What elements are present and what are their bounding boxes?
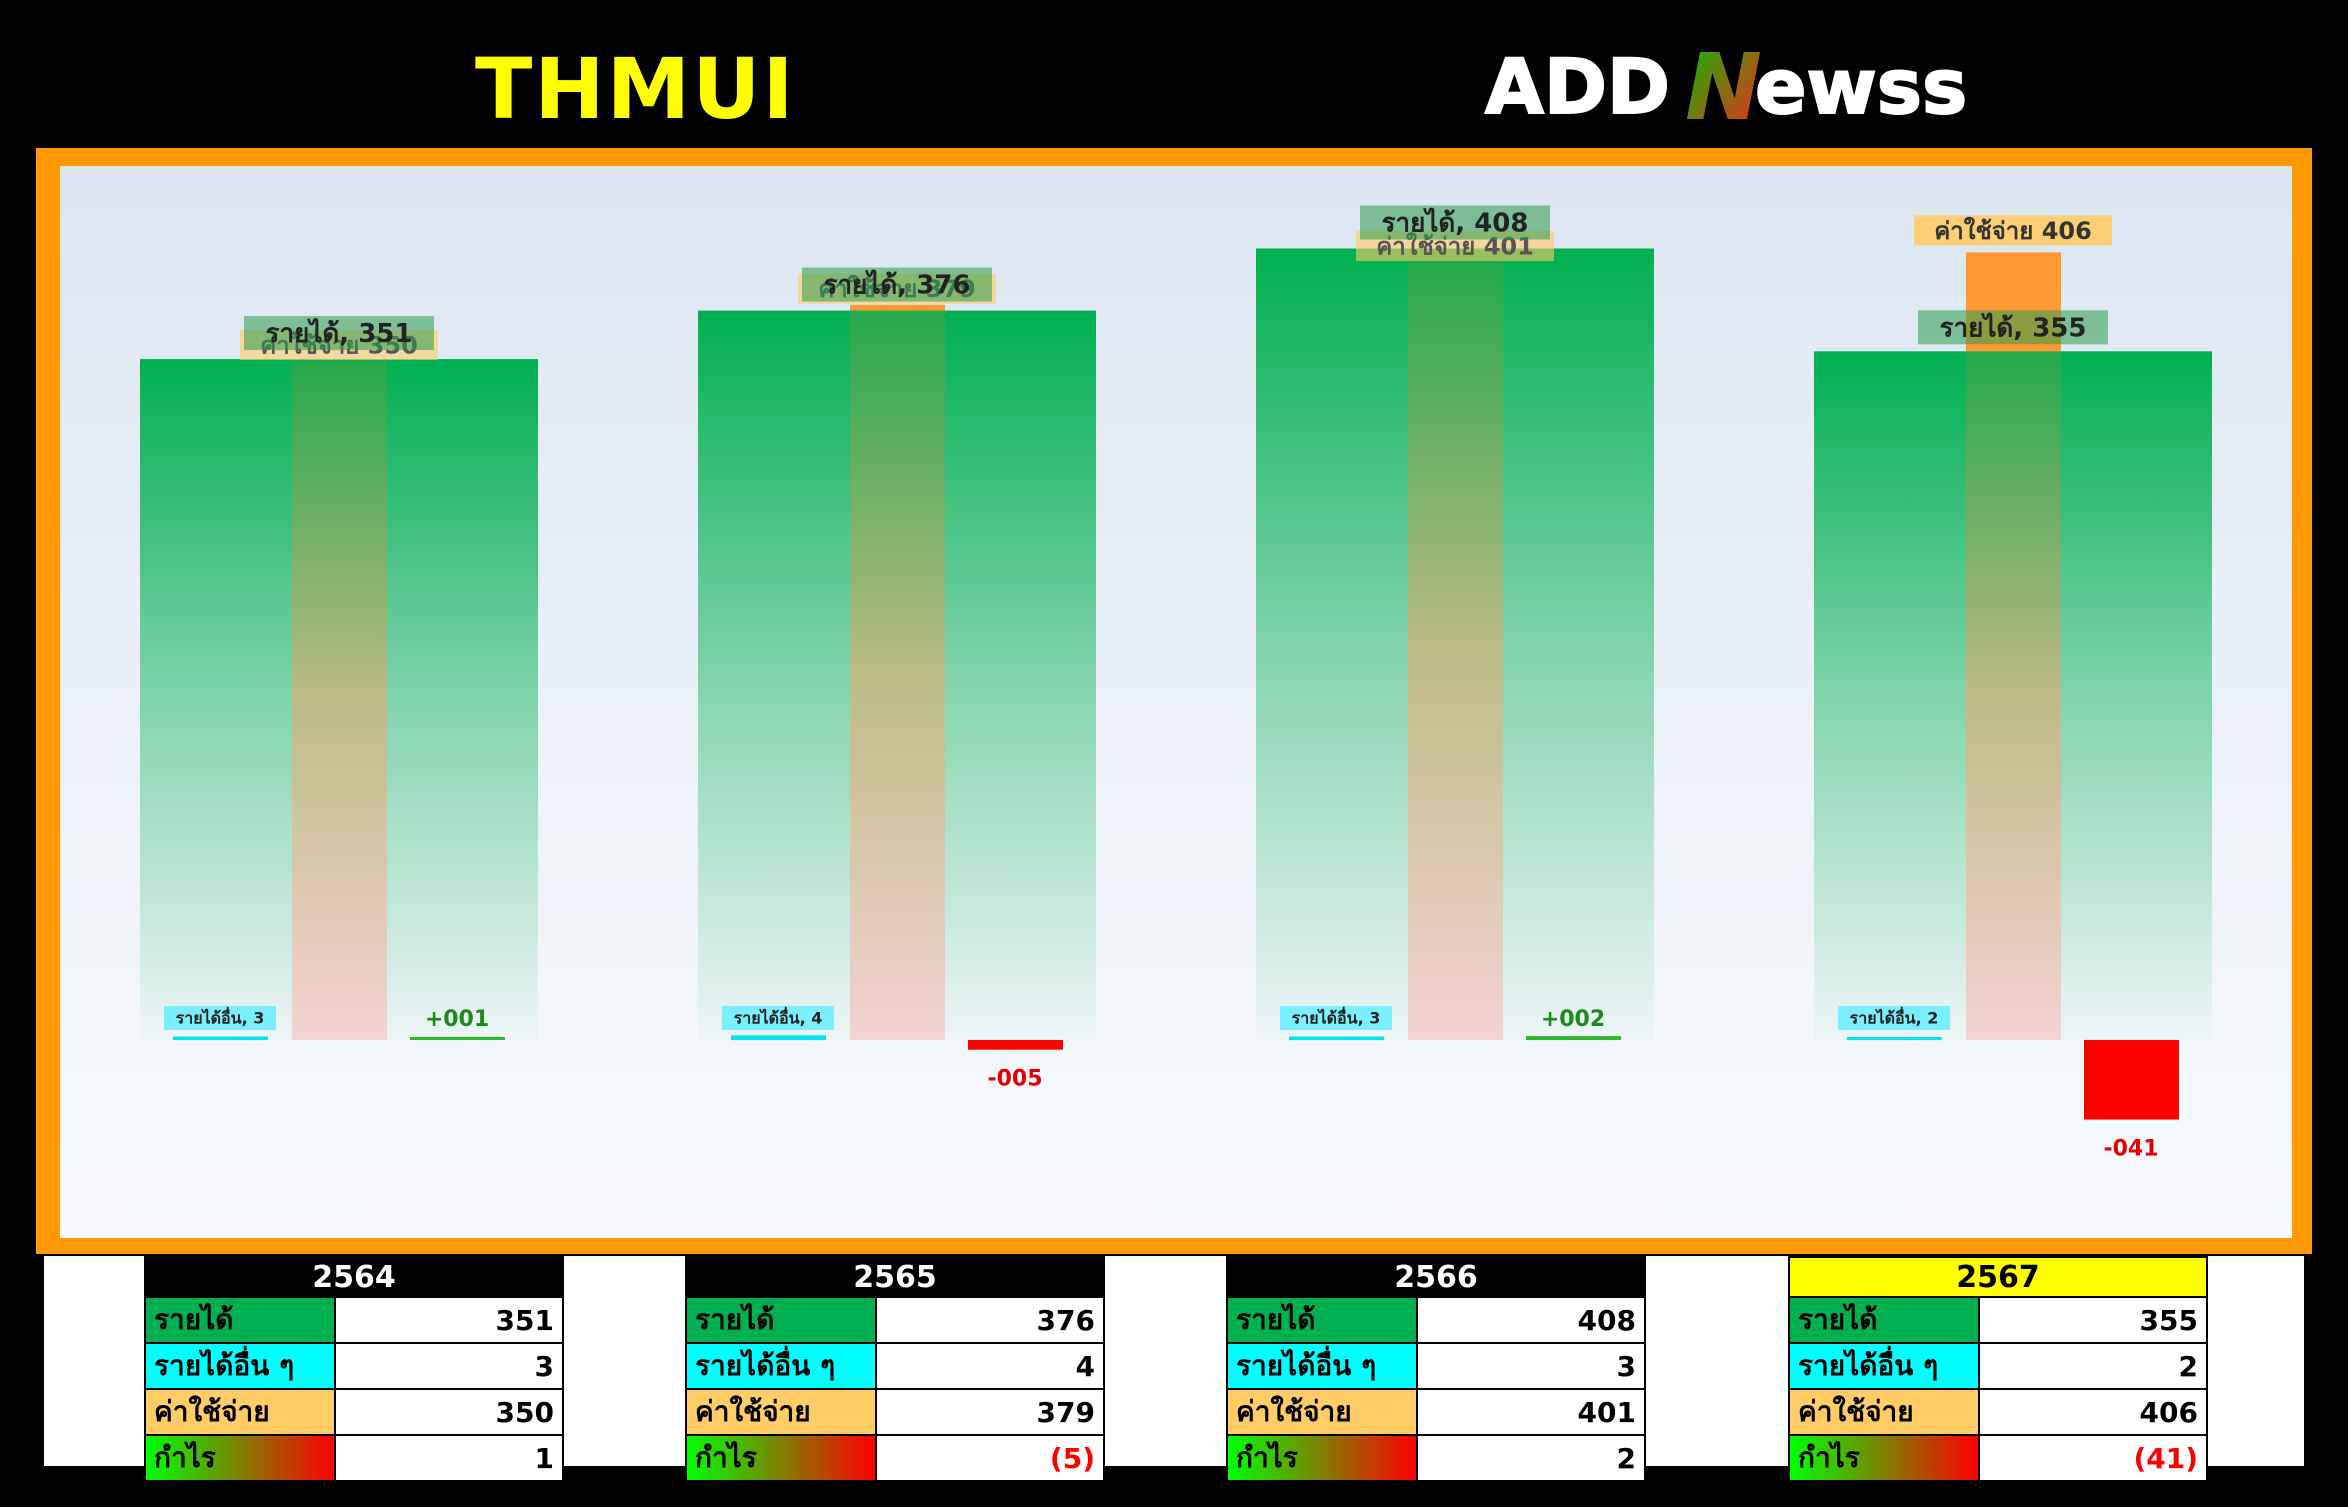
row-value: 376 — [875, 1296, 1105, 1344]
profit-bar — [2084, 1040, 2179, 1120]
table-year-header: 2567 — [1788, 1256, 2208, 1298]
table-year-header: 2564 — [144, 1256, 564, 1298]
row-label: ค่าใช้จ่าย — [1226, 1388, 1418, 1436]
row-value: 3 — [1416, 1342, 1646, 1390]
profit-label: -041 — [2103, 1137, 2158, 1162]
table-row: รายได้ 351 — [144, 1296, 564, 1344]
row-label: ค่าใช้จ่าย — [1788, 1388, 1980, 1436]
expense-bar — [292, 361, 387, 1040]
row-value: (41) — [1978, 1434, 2208, 1482]
logo-text-n: N — [1685, 35, 1762, 135]
summary-table-2566: 2566 รายได้ 408 รายได้อื่น ๆ 3 ค่าใช้จ่าย 401 ก… — [1226, 1256, 1646, 1482]
summary-table-2565: 2565 รายได้ 376 รายได้อื่น ๆ 4 ค่าใช้จ่าย 379 ก… — [685, 1256, 1105, 1482]
revenue-label-bg — [1360, 205, 1550, 240]
profit-label: -005 — [987, 1067, 1042, 1092]
row-label: กำไร — [1226, 1434, 1418, 1482]
row-label: กำไร — [144, 1434, 336, 1482]
other-income-label-bg — [722, 1006, 834, 1030]
logo-text-right: ewss — [1755, 42, 1967, 131]
summary-table-2564: 2564 รายได้ 351 รายได้อื่น ๆ 3 ค่าใช้จ่าย 350 ก… — [144, 1256, 564, 1482]
row-label: รายได้ — [144, 1296, 336, 1344]
row-label: รายได้ — [685, 1296, 877, 1344]
table-row: กำไร 1 — [144, 1434, 564, 1482]
summary-table-2567: 2567 รายได้ 355 รายได้อื่น ๆ 2 ค่าใช้จ่าย 406 ก… — [1788, 1256, 2208, 1482]
table-row: ค่าใช้จ่าย 406 — [1788, 1388, 2208, 1436]
table-row: รายได้ 408 — [1226, 1296, 1646, 1344]
other-income-bar — [731, 1035, 826, 1040]
table-row: รายได้ 355 — [1788, 1296, 2208, 1344]
revenue-label-bg — [1918, 310, 2108, 345]
row-label: รายได้ — [1788, 1296, 1980, 1344]
profit-bar — [1526, 1036, 1621, 1040]
row-value: (5) — [875, 1434, 1105, 1482]
expense-label: ค่าใช้จ่าย 406 — [1934, 216, 2092, 245]
table-row: ค่าใช้จ่าย 379 — [685, 1388, 1105, 1436]
expense-bar-top — [850, 304, 945, 311]
table-year-header: 2566 — [1226, 1256, 1646, 1298]
summary-tables: 2564 รายได้ 351 รายได้อื่น ๆ 3 ค่าใช้จ่าย 350 ก… — [44, 1256, 2304, 1482]
row-value: 351 — [334, 1296, 564, 1344]
row-label: รายได้อื่น ๆ — [685, 1342, 877, 1390]
profit-label: +002 — [1541, 1007, 1605, 1032]
row-label: ค่าใช้จ่าย — [144, 1388, 336, 1436]
table-row: รายได้ 376 — [685, 1296, 1105, 1344]
expense-bar — [1408, 262, 1503, 1040]
row-value: 406 — [1978, 1388, 2208, 1436]
table-row: ค่าใช้จ่าย 401 — [1226, 1388, 1646, 1436]
revenue-label: รายได้, 355 — [1940, 311, 2087, 343]
other-income-label: รายได้อื่น, 2 — [1850, 1007, 1939, 1028]
other-income-label-bg — [164, 1006, 276, 1030]
row-value: 401 — [1416, 1388, 1646, 1436]
expense-label-bg — [1914, 215, 2112, 246]
other-income-label-bg — [1838, 1006, 1950, 1030]
row-value: 3 — [334, 1342, 564, 1390]
row-value: 2 — [1978, 1342, 2208, 1390]
other-income-bar — [173, 1036, 268, 1040]
row-label: รายได้อื่น ๆ — [1226, 1342, 1418, 1390]
row-value: 408 — [1416, 1296, 1646, 1344]
row-value: 4 — [875, 1342, 1105, 1390]
logo-text-left: ADD — [1485, 42, 1670, 131]
revenue-label: รายได้, 408 — [1382, 207, 1529, 239]
row-value: 1 — [334, 1434, 564, 1482]
row-value: 350 — [334, 1388, 564, 1436]
row-value: 355 — [1978, 1296, 2208, 1344]
row-value: 2 — [1416, 1434, 1646, 1482]
table-year-header: 2565 — [685, 1256, 1105, 1298]
row-label: รายได้อื่น ๆ — [1788, 1342, 1980, 1390]
ticker-title: THMUI — [475, 40, 796, 138]
other-income-bar — [1847, 1037, 1942, 1040]
table-row: ค่าใช้จ่าย 350 — [144, 1388, 564, 1436]
profit-bar — [968, 1040, 1063, 1050]
other-income-label-bg — [1280, 1006, 1392, 1030]
revenue-label-bg — [244, 316, 434, 351]
profit-bar — [410, 1037, 505, 1040]
other-income-label: รายได้อื่น, 3 — [1292, 1007, 1381, 1028]
expense-bar — [850, 310, 945, 1040]
profit-label: +001 — [425, 1007, 489, 1032]
table-row: กำไร (41) — [1788, 1434, 2208, 1482]
table-row: กำไร 2 — [1226, 1434, 1646, 1482]
row-value: 379 — [875, 1388, 1105, 1436]
row-label: รายได้อื่น ๆ — [144, 1342, 336, 1390]
other-income-bar — [1289, 1036, 1384, 1040]
revenue-label: รายได้, 376 — [824, 269, 971, 301]
revenue-label: รายได้, 351 — [266, 317, 413, 349]
table-row: กำไร (5) — [685, 1434, 1105, 1482]
row-label: ค่าใช้จ่าย — [685, 1388, 877, 1436]
row-label: รายได้ — [1226, 1296, 1418, 1344]
row-label: กำไร — [1788, 1434, 1980, 1482]
other-income-label: รายได้อื่น, 4 — [734, 1007, 823, 1028]
other-income-label: รายได้อื่น, 3 — [176, 1007, 265, 1028]
expense-bar — [1966, 351, 2061, 1040]
row-label: กำไร — [685, 1434, 877, 1482]
addnewss-logo: ADD N ewss — [1484, 35, 1968, 135]
revenue-label-bg — [802, 267, 992, 302]
